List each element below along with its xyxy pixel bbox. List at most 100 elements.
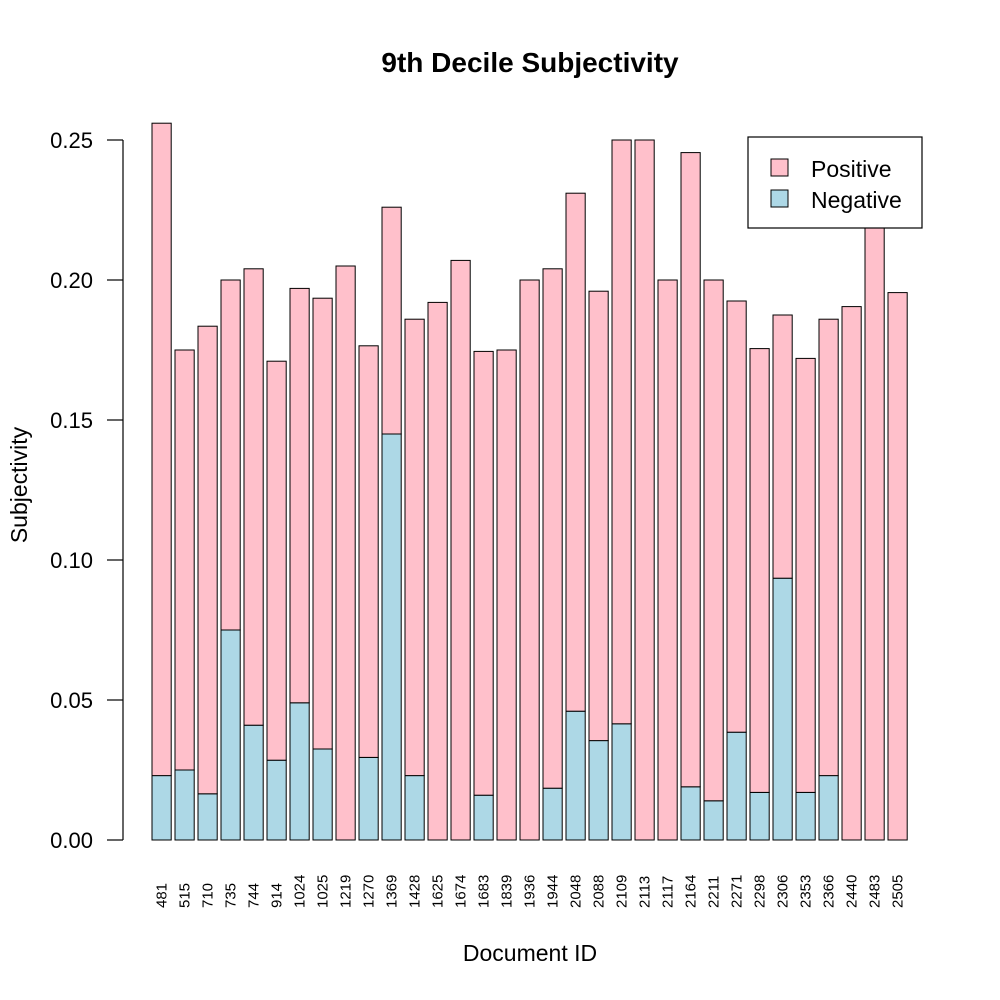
bar-positive-1683 bbox=[474, 351, 493, 795]
bar-positive-481 bbox=[152, 123, 171, 775]
x-tick-label: 2109 bbox=[614, 875, 631, 908]
x-tick-label: 2306 bbox=[775, 875, 792, 908]
x-tick-label: 2164 bbox=[683, 875, 700, 908]
x-tick-label: 1024 bbox=[292, 875, 309, 908]
bar-positive-1024 bbox=[290, 288, 309, 702]
x-tick-label: 2113 bbox=[637, 876, 654, 908]
y-tick-label: 0.10 bbox=[50, 548, 93, 573]
bar-negative-2306 bbox=[773, 578, 792, 840]
bar-positive-2505 bbox=[888, 293, 907, 840]
bar-positive-2271 bbox=[727, 301, 746, 732]
x-tick-label: 2505 bbox=[890, 875, 907, 908]
bar-negative-710 bbox=[198, 794, 217, 840]
x-tick-label: 2298 bbox=[752, 875, 769, 908]
bar-negative-515 bbox=[175, 770, 194, 840]
x-tick-label: 1270 bbox=[361, 875, 378, 908]
legend-label-negative: Negative bbox=[811, 187, 902, 213]
bar-negative-2298 bbox=[750, 792, 769, 840]
x-tick-label: 2440 bbox=[844, 875, 861, 908]
bar-positive-1428 bbox=[405, 319, 424, 775]
bar-positive-1944 bbox=[543, 269, 562, 788]
bar-positive-914 bbox=[267, 361, 286, 760]
x-tick-label: 1428 bbox=[407, 875, 424, 908]
x-tick-label: 1369 bbox=[384, 875, 401, 908]
bar-negative-2211 bbox=[704, 801, 723, 840]
x-tick-label: 1936 bbox=[522, 875, 539, 908]
x-tick-label: 1674 bbox=[453, 875, 470, 908]
bar-negative-914 bbox=[267, 760, 286, 840]
x-tick-label: 2353 bbox=[798, 875, 815, 908]
legend-swatch-negative bbox=[771, 190, 788, 207]
bar-negative-1024 bbox=[290, 703, 309, 840]
chart-title: 9th Decile Subjectivity bbox=[381, 47, 679, 78]
bar-positive-2211 bbox=[704, 280, 723, 801]
bar-negative-1369 bbox=[382, 434, 401, 840]
bar-positive-1936 bbox=[520, 280, 539, 840]
bar-negative-744 bbox=[244, 725, 263, 840]
legend-swatch-positive bbox=[771, 159, 788, 176]
bar-positive-735 bbox=[221, 280, 240, 630]
bar-positive-1219 bbox=[336, 266, 355, 840]
y-tick-label: 0.15 bbox=[50, 408, 93, 433]
x-tick-label: 2088 bbox=[591, 875, 608, 908]
bar-positive-2113 bbox=[635, 140, 654, 840]
bar-negative-1025 bbox=[313, 749, 332, 840]
bar-positive-2117 bbox=[658, 280, 677, 840]
y-axis: 0.00 0.05 0.10 0.15 0.20 0.25 bbox=[50, 128, 123, 853]
bar-positive-1839 bbox=[497, 350, 516, 840]
x-tick-label: 1625 bbox=[430, 875, 447, 908]
bar-positive-2440 bbox=[842, 307, 861, 840]
bar-positive-710 bbox=[198, 326, 217, 794]
legend: Positive Negative bbox=[748, 137, 922, 228]
y-axis-title: Subjectivity bbox=[6, 426, 32, 543]
bar-negative-2366 bbox=[819, 776, 838, 840]
bar-negative-2271 bbox=[727, 732, 746, 840]
bar-positive-1369 bbox=[382, 207, 401, 434]
y-tick-label: 0.25 bbox=[50, 128, 93, 153]
bar-positive-2306 bbox=[773, 315, 792, 578]
bar-negative-2164 bbox=[681, 787, 700, 840]
x-tick-label: 2117 bbox=[660, 876, 677, 908]
bar-positive-2353 bbox=[796, 358, 815, 792]
x-tick-labels: 481 515 710 735 744 914 1024 1025 1219 1270 1369 14… bbox=[154, 875, 907, 908]
x-tick-label: 2483 bbox=[867, 875, 884, 908]
bar-negative-1270 bbox=[359, 757, 378, 840]
x-tick-label: 481 bbox=[154, 883, 171, 908]
bar-positive-744 bbox=[244, 269, 263, 725]
bar-positive-1625 bbox=[428, 302, 447, 840]
x-tick-label: 914 bbox=[269, 883, 286, 908]
bar-positive-2483 bbox=[865, 218, 884, 840]
bar-negative-2353 bbox=[796, 792, 815, 840]
bar-negative-1944 bbox=[543, 788, 562, 840]
x-tick-label: 515 bbox=[177, 883, 194, 908]
bar-positive-2048 bbox=[566, 193, 585, 711]
x-tick-label: 744 bbox=[246, 883, 263, 908]
x-tick-label: 1683 bbox=[476, 875, 493, 908]
x-tick-label: 2366 bbox=[821, 875, 838, 908]
bar-positive-2164 bbox=[681, 153, 700, 787]
x-tick-label: 1839 bbox=[499, 875, 516, 908]
y-tick-label: 0.05 bbox=[50, 688, 93, 713]
bar-positive-1674 bbox=[451, 260, 470, 840]
bar-positive-2366 bbox=[819, 319, 838, 775]
x-tick-label: 2211 bbox=[706, 876, 723, 908]
legend-label-positive: Positive bbox=[811, 156, 892, 182]
bar-positive-2109 bbox=[612, 140, 631, 724]
bar-positive-2298 bbox=[750, 349, 769, 793]
x-tick-label: 2048 bbox=[568, 875, 585, 908]
chart: 9th Decile Subjectivity Document ID Subj… bbox=[0, 0, 1000, 1000]
bar-positive-1270 bbox=[359, 346, 378, 758]
x-tick-label: 1025 bbox=[315, 875, 332, 908]
bar-negative-735 bbox=[221, 630, 240, 840]
x-tick-label: 1944 bbox=[545, 875, 562, 908]
bar-positive-515 bbox=[175, 350, 194, 770]
legend-box bbox=[748, 137, 922, 228]
bar-negative-2088 bbox=[589, 741, 608, 840]
x-tick-label: 1219 bbox=[338, 875, 355, 908]
x-tick-label: 735 bbox=[223, 883, 240, 908]
x-tick-label: 710 bbox=[200, 883, 217, 908]
x-tick-label: 2271 bbox=[729, 875, 746, 908]
y-tick-label: 0.00 bbox=[50, 828, 93, 853]
bar-positive-1025 bbox=[313, 298, 332, 749]
bar-negative-481 bbox=[152, 776, 171, 840]
